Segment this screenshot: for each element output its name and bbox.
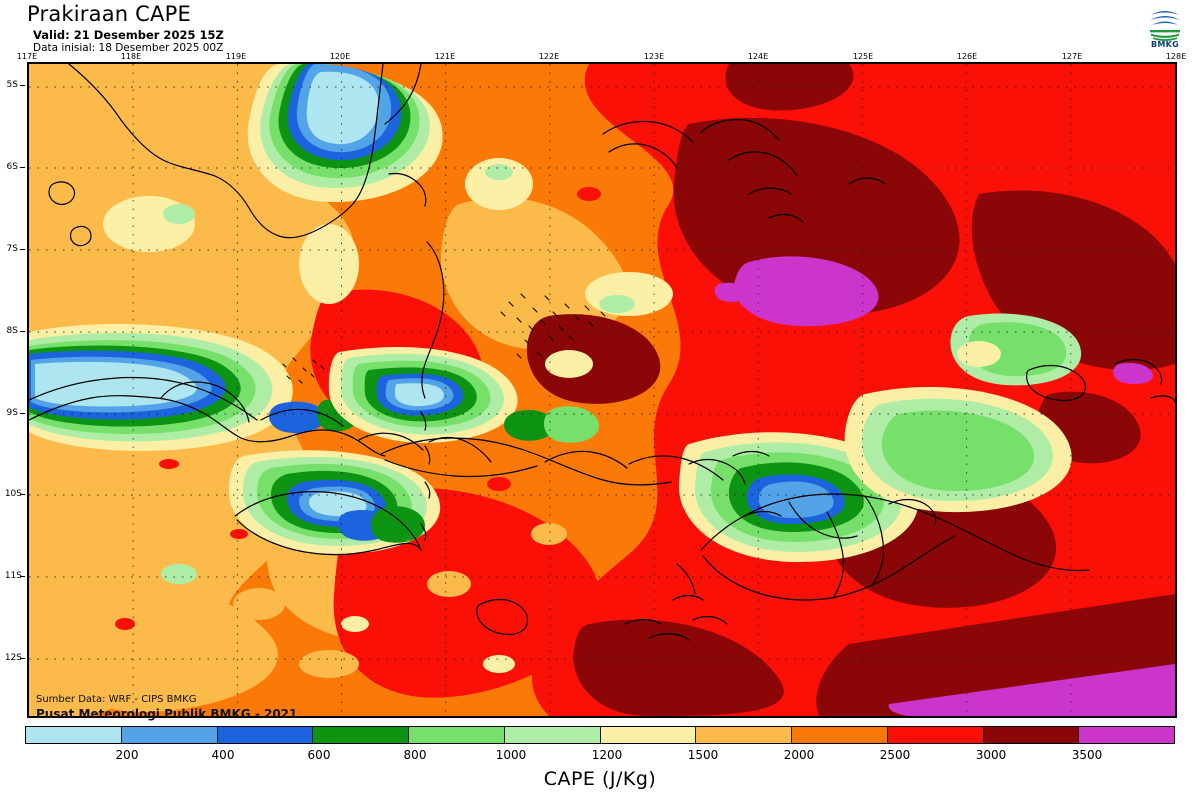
colorbar-swatch-5 xyxy=(504,727,601,743)
bmkg-logo-icon xyxy=(1150,8,1180,41)
bmkg-logo-label: BMKG xyxy=(1150,40,1180,49)
page-title: Prakiraan CAPE xyxy=(27,2,191,26)
colorbar-swatch-0 xyxy=(26,727,122,743)
initial-data-label: Data inisial: 18 Desember 2025 00Z xyxy=(33,42,224,54)
colorbar-swatch-1 xyxy=(121,727,218,743)
colorbar-swatch-9 xyxy=(887,727,984,743)
x-tick-label: 128E xyxy=(1165,52,1187,61)
y-tick-label: 9S xyxy=(6,408,18,418)
colorbar-swatch-8 xyxy=(792,727,888,743)
y-tick-mark xyxy=(20,576,25,577)
x-tick-label: 127E xyxy=(1061,52,1083,61)
y-tick-label: 10S xyxy=(4,489,22,499)
x-tick-label: 119E xyxy=(225,52,247,61)
y-tick-mark xyxy=(20,494,25,495)
colorbar-title: CAPE (J/Kg) xyxy=(543,768,657,790)
scattered-red-cells xyxy=(115,187,601,630)
y-tick-label: 11S xyxy=(4,571,22,581)
y-tick-label: 8S xyxy=(6,326,18,336)
y-tick-mark xyxy=(20,331,25,332)
header: Prakiraan CAPE Valid: 21 Desember 2025 1… xyxy=(0,0,1200,58)
colorbar-tick-label: 3500 xyxy=(1071,748,1103,762)
colorbar-swatch-2 xyxy=(217,727,314,743)
colorbar-swatch-3 xyxy=(313,727,409,743)
colorbar-swatch-11 xyxy=(1079,727,1174,743)
data-source-label: Sumber Data: WRF - CIPS BMKG xyxy=(36,694,197,705)
sumba-low-cape-cluster xyxy=(229,450,441,554)
colorbar-tick-label: 1000 xyxy=(495,748,527,762)
colorbar-tick-label: 600 xyxy=(307,748,331,762)
colorbar-swatch-10 xyxy=(983,727,1080,743)
x-tick-label: 117E xyxy=(16,52,38,61)
colorbar-tick-label: 800 xyxy=(403,748,427,762)
office-label: Pusat Meteorologi Publik BMKG - 2021 xyxy=(36,706,298,721)
colorbar-tick-label: 3000 xyxy=(975,748,1007,762)
colorbar-swatch-7 xyxy=(696,727,792,743)
colorbar-tick-label: 2500 xyxy=(879,748,911,762)
flores-low-cape-cluster xyxy=(328,347,599,443)
y-tick-label: 6S xyxy=(6,162,18,172)
colorbar-swatch-4 xyxy=(409,727,505,743)
y-tick-mark xyxy=(20,85,25,86)
colorbar-tick-label: 400 xyxy=(211,748,235,762)
cape-contour-canvas xyxy=(29,64,1175,716)
x-tick-label: 123E xyxy=(643,52,665,61)
colorbar-tick-label: 1200 xyxy=(591,748,623,762)
y-tick-mark xyxy=(20,413,25,414)
cape-colorbar[interactable] xyxy=(25,726,1175,744)
colorbar-tick-label: 2000 xyxy=(783,748,815,762)
x-tick-label: 126E xyxy=(956,52,978,61)
y-tick-label: 7S xyxy=(6,244,18,254)
x-tick-label: 122E xyxy=(538,52,560,61)
y-tick-label: 12S xyxy=(4,653,22,663)
y-tick-label: 5S xyxy=(6,80,18,90)
sulawesi-low-cape-cluster xyxy=(247,64,443,203)
y-tick-mark xyxy=(20,658,25,659)
colorbar-swatch-6 xyxy=(600,727,697,743)
colorbar-tick-label: 1500 xyxy=(687,748,719,762)
y-tick-mark xyxy=(20,167,25,168)
credits-block: Sumber Data: WRF - CIPS BMKG Pusat Meteo… xyxy=(36,694,297,722)
y-tick-mark xyxy=(20,249,25,250)
contour-fill-layer xyxy=(29,64,1175,716)
valid-time-label: Valid: 21 Desember 2025 15Z xyxy=(33,28,224,42)
coastline-layer xyxy=(29,64,1175,641)
x-tick-label: 118E xyxy=(120,52,142,61)
x-tick-label: 125E xyxy=(852,52,874,61)
colorbar-tick-label: 200 xyxy=(115,748,139,762)
x-tick-label: 124E xyxy=(747,52,769,61)
x-tick-label: 121E xyxy=(434,52,456,61)
cape-contour-map[interactable] xyxy=(27,62,1177,718)
x-tick-label: 120E xyxy=(329,52,351,61)
